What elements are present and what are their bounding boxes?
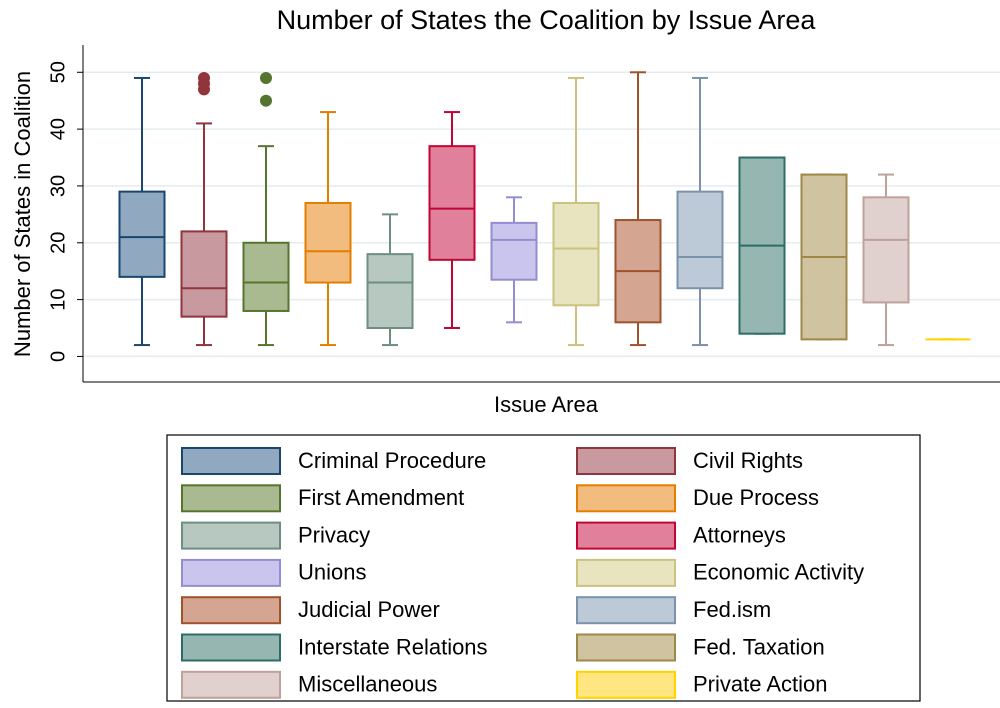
outlier [260,94,272,107]
outlier [260,71,272,84]
y-tick-label: 50 [47,61,69,83]
box [552,201,600,307]
legend-label: Fed. Taxation [693,634,825,659]
legend-swatch [181,521,281,550]
legend-swatch [576,521,676,550]
legend-frame [166,434,921,702]
box [428,145,476,261]
x-axis-label: Issue Area [494,392,599,417]
legend-swatch [576,633,676,662]
legend-swatch [576,670,676,699]
legend-swatch [576,596,676,625]
legend-swatch [181,596,281,625]
legend-label: Economic Activity [693,560,864,585]
legend-swatch [181,447,281,475]
legend-label: First Amendment [298,485,464,510]
legend-swatch [181,633,281,662]
legend-label: Civil Rights [693,448,803,473]
box [490,221,538,281]
y-axis-label: Number of States in Coalition [10,71,35,357]
legend-label: Judicial Power [298,597,440,622]
box [676,190,724,290]
y-tick-label: 40 [47,118,69,140]
legend-label: Attorneys [693,522,786,547]
chart-title: Number of States the Coalition by Issue … [277,5,817,35]
box [304,201,352,284]
box [118,190,166,278]
legend-label: Fed.ism [693,597,771,622]
y-tick-label: 20 [47,232,69,254]
box [862,196,910,304]
legend-swatch [181,558,281,587]
legend-swatch [576,558,676,587]
legend-label: Private Action [693,672,828,697]
legend-label: Due Process [693,485,819,510]
box [366,253,414,330]
y-tick-label: 0 [47,351,69,362]
legend-label: Miscellaneous [298,672,437,697]
legend-label: Criminal Procedure [298,448,486,473]
legend-swatch [576,447,676,475]
legend-swatch [576,484,676,513]
legend-swatch [181,484,281,513]
legend-label: Interstate Relations [298,634,488,659]
box [242,241,290,312]
y-tick-label: 30 [47,175,69,197]
legend-label: Privacy [298,522,370,547]
box [180,230,228,318]
y-tick-label: 10 [47,288,69,310]
outlier [198,71,210,84]
legend-label: Unions [298,560,366,585]
legend-swatch [181,670,281,699]
